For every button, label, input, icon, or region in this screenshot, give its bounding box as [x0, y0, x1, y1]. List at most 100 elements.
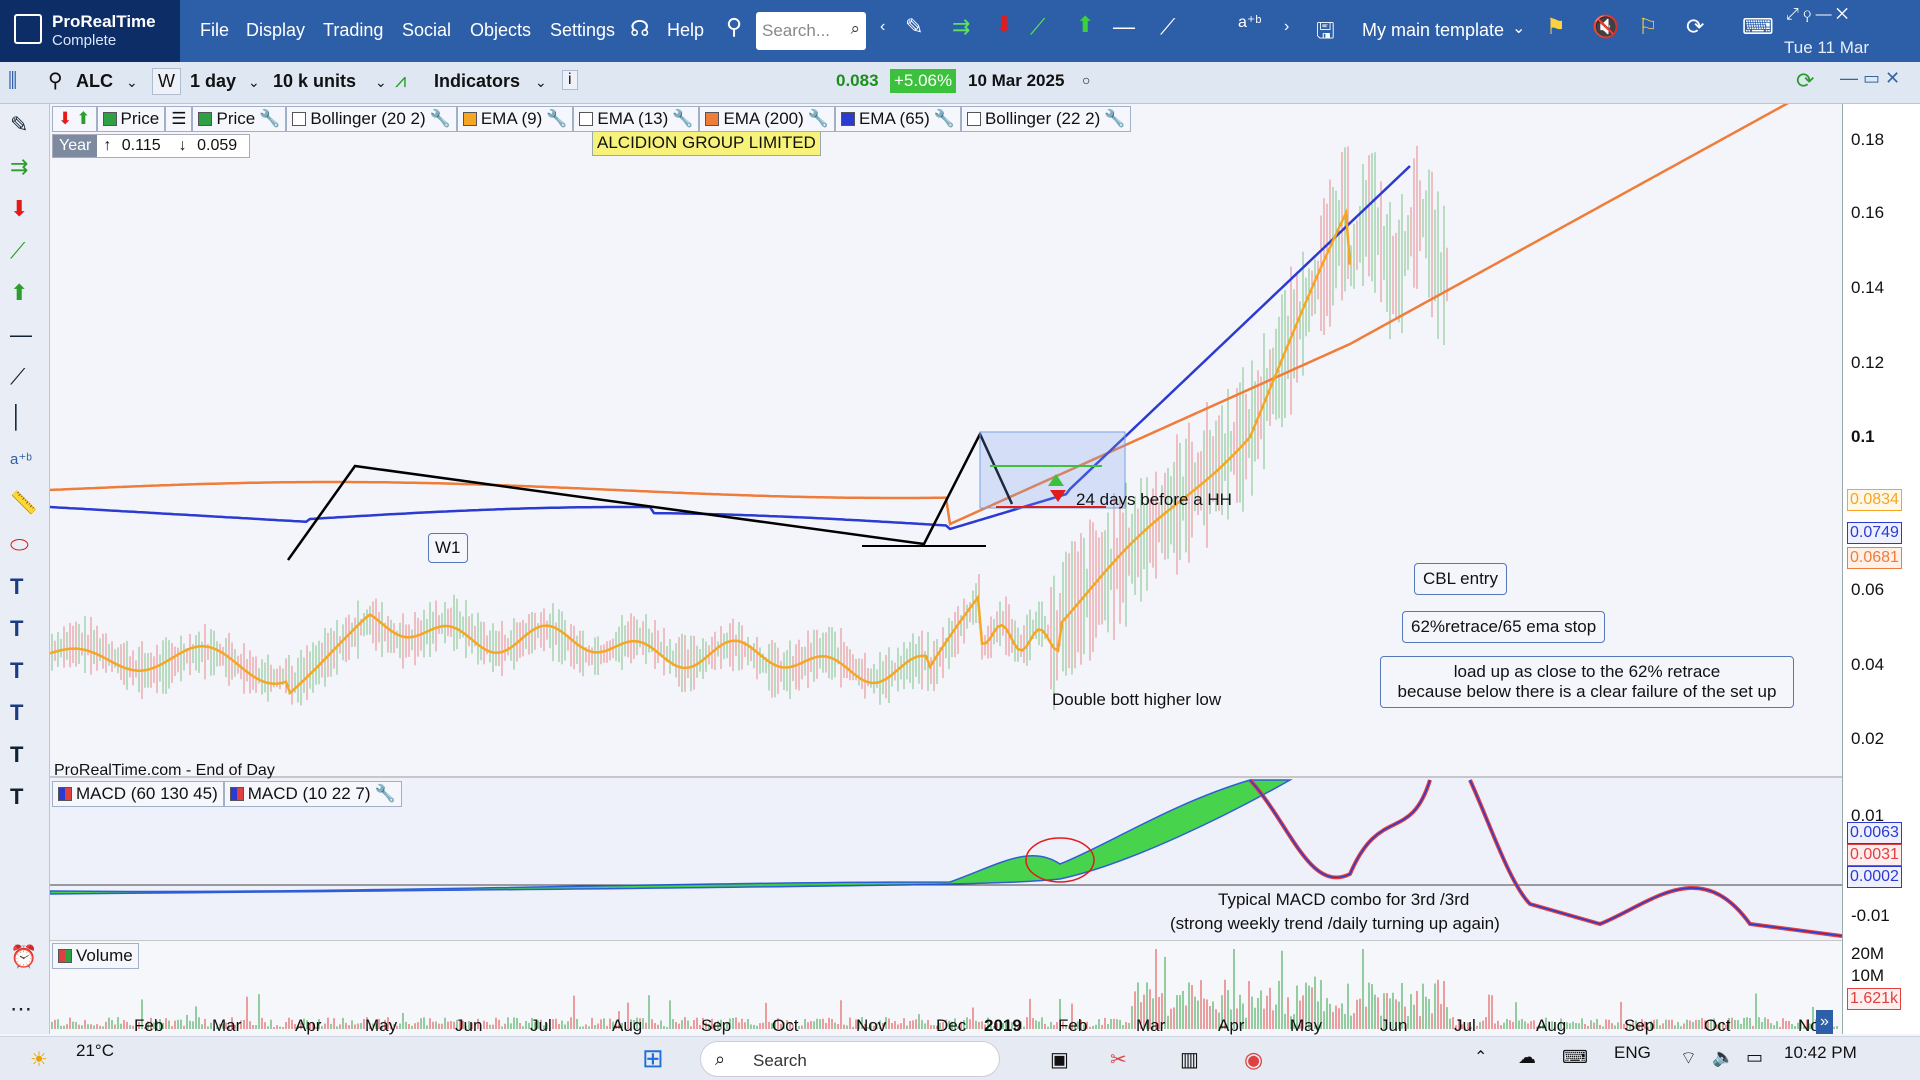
price-axis[interactable]: 0.18 0.16 0.14 0.12 0.1 0.06 0.04 0.02 0… — [1842, 104, 1920, 1034]
refresh-icon[interactable]: ⟳ — [1796, 68, 1815, 93]
annotation-w1[interactable]: W1 — [428, 533, 468, 563]
annotation-macd-1[interactable]: Typical MACD combo for 3rd /3rd — [1218, 890, 1470, 909]
headset-icon[interactable]: ☊ — [630, 16, 650, 41]
cloud-icon[interactable]: ☁ — [1518, 1047, 1536, 1067]
weather-icon[interactable]: ☀ — [30, 1049, 48, 1071]
pencil-icon[interactable]: ✎ — [10, 112, 29, 137]
trendline-tool-icon[interactable]: ⟋ — [10, 238, 26, 263]
prorealtime-app-icon[interactable]: ▥ — [1180, 1049, 1199, 1071]
chevron-left-icon[interactable]: ‹ — [880, 18, 886, 35]
horizontal-line-tool-icon[interactable]: ⇉ — [952, 14, 971, 39]
template-select[interactable]: My main template — [1362, 20, 1505, 40]
circle-icon[interactable]: ○ — [1082, 72, 1091, 88]
annotation-hh[interactable]: 24 days before a HH — [1076, 490, 1232, 509]
text-tool-icon[interactable]: T — [10, 700, 24, 725]
scroll-right-icon[interactable]: » — [1816, 1010, 1833, 1034]
annotation-stop[interactable]: 62%retrace/65 ema stop — [1402, 611, 1606, 643]
ticker-dropdown-icon[interactable]: ⌄ — [126, 74, 138, 90]
tray-chevron-icon[interactable]: ⌃ — [1474, 1049, 1488, 1066]
timeframe-select[interactable]: 1 day — [190, 71, 237, 91]
menu-help[interactable]: Help — [667, 20, 705, 40]
sell-arrow-icon[interactable]: ⬇ — [10, 196, 29, 221]
link-icon[interactable]: ⚲ — [726, 14, 743, 39]
timeframe-dropdown-icon[interactable]: ⌄ — [248, 74, 260, 90]
volume-icon[interactable]: 🔈 — [1712, 1047, 1735, 1067]
legend-ema13[interactable]: EMA (13) 🔧 — [573, 106, 700, 132]
battery-icon[interactable]: ▭ — [1746, 1047, 1764, 1067]
legend-price-2[interactable]: Price 🔧 — [192, 106, 287, 132]
wrench-icon[interactable]: 🔧 — [1104, 109, 1126, 128]
windows-start-icon[interactable]: ⊞ — [642, 1043, 664, 1073]
ticker-select[interactable]: ALC — [76, 71, 113, 91]
vertical-line-tool-icon[interactable]: │ — [10, 404, 24, 429]
clock[interactable]: 10:42 PM — [1784, 1043, 1857, 1062]
taskbar-search[interactable]: ⌕ Search — [700, 1041, 1000, 1077]
window-controls-icon[interactable]: ⤢ ⚲ — ✕ — [1786, 6, 1849, 23]
sync-icon[interactable]: ⟳ — [1686, 14, 1705, 39]
chevron-right-icon[interactable]: › — [1284, 18, 1290, 35]
keyboard-icon[interactable]: ⌨ — [1562, 1047, 1588, 1067]
more-icon[interactable]: ⋯ — [10, 996, 32, 1021]
indicators-button[interactable]: Indicators — [434, 71, 521, 91]
search-input[interactable]: Search... ⌕ — [756, 12, 866, 50]
annotation-double-bottom[interactable]: Double bott higher low — [1052, 690, 1222, 709]
pencil-icon[interactable]: ✎ — [905, 14, 924, 39]
collapse-icon[interactable]: ⬇ — [58, 109, 73, 128]
alert-icon[interactable]: ⏰ — [10, 944, 38, 969]
annotation-cbl-entry[interactable]: CBL entry — [1414, 563, 1507, 595]
legend-bollinger-2[interactable]: Bollinger (22 2) 🔧 — [960, 106, 1132, 132]
indicators-icon[interactable]: ⩘ — [395, 70, 407, 92]
line-tool-icon[interactable]: — — [1113, 14, 1135, 39]
wrench-icon[interactable]: 🔧 — [672, 109, 694, 128]
link-chart-icon[interactable]: ⚲ — [48, 70, 63, 92]
chart-window-controls-icon[interactable]: — ▭ ✕ — [1840, 68, 1901, 88]
horizontal-line-tool-icon[interactable]: ⇉ — [10, 154, 29, 179]
indicators-dropdown-icon[interactable]: ⌄ — [535, 74, 547, 90]
text-tool-icon[interactable]: T — [10, 784, 24, 809]
buy-arrow-icon[interactable]: ⬆ — [10, 280, 29, 305]
time-axis[interactable]: Feb Mar Apr May Jun Jul Aug Sep Oct Nov … — [50, 1010, 1842, 1036]
candles-icon[interactable]: ⫼ — [8, 70, 18, 92]
abc-tool-icon[interactable]: a⁺ᵇ — [10, 451, 32, 468]
ellipse-tool-icon[interactable]: ⬭ — [10, 532, 29, 557]
wrench-icon[interactable]: 🔧 — [374, 784, 396, 803]
alert-flag-icon[interactable]: ⚑ — [1546, 14, 1566, 39]
wrench-icon[interactable]: 🔧 — [807, 109, 829, 128]
task-view-icon[interactable]: ▣ — [1050, 1049, 1069, 1071]
weather-temp[interactable]: 21°C — [76, 1041, 114, 1060]
menu-trading[interactable]: Trading — [323, 20, 384, 40]
keyboard-icon[interactable]: ⌨ — [1742, 14, 1774, 39]
snipping-tool-icon[interactable]: ✂ — [1110, 1049, 1127, 1071]
language-label[interactable]: ENG — [1614, 1043, 1651, 1062]
save-template-icon[interactable]: 🖫 — [1316, 18, 1335, 43]
menu-objects[interactable]: Objects — [470, 20, 532, 40]
menu-display[interactable]: Display — [246, 20, 306, 40]
legend-ema9[interactable]: EMA (9) 🔧 — [456, 106, 574, 132]
menu-social[interactable]: Social — [402, 20, 452, 40]
legend-bollinger-1[interactable]: Bollinger (20 2) 🔧 — [286, 106, 457, 132]
sell-arrow-icon[interactable]: ⬇ — [995, 12, 1014, 37]
menu-file[interactable]: File — [200, 20, 230, 40]
legend-macd-1[interactable]: MACD (60 130 45) — [52, 781, 224, 807]
ruler-icon[interactable]: 📏 — [10, 490, 38, 515]
text-tool-icon[interactable]: T — [10, 616, 24, 641]
text-tool-icon[interactable]: T — [10, 742, 24, 767]
notifications-icon[interactable]: ⚐ — [1638, 14, 1658, 39]
annotation-macd-2[interactable]: (strong weekly trend /daily turning up a… — [1170, 914, 1500, 933]
period-button[interactable]: W — [152, 68, 181, 95]
expand-icon[interactable]: ⬆ — [76, 109, 91, 128]
annotation-load-up[interactable]: load up as close to the 62% retrace beca… — [1380, 656, 1794, 708]
wrench-icon[interactable]: 🔧 — [259, 109, 281, 128]
segment-tool-icon[interactable]: ⟋ — [10, 364, 26, 389]
legend-volume[interactable]: Volume — [52, 943, 139, 969]
buy-arrow-icon[interactable]: ⬆ — [1076, 12, 1095, 37]
wrench-icon[interactable]: 🔧 — [933, 109, 955, 128]
text-tool-icon[interactable]: T — [10, 574, 24, 599]
legend-ema200[interactable]: EMA (200) 🔧 — [699, 106, 835, 132]
chevron-down-icon[interactable]: ⌄ — [1512, 20, 1526, 37]
wrench-icon[interactable]: 🔧 — [546, 109, 568, 128]
chrome-icon[interactable]: ◉ — [1244, 1047, 1264, 1072]
legend-price-1[interactable]: Price — [96, 106, 166, 132]
mute-icon[interactable]: 🔇 — [1592, 14, 1620, 39]
menu-settings[interactable]: Settings — [550, 20, 616, 40]
